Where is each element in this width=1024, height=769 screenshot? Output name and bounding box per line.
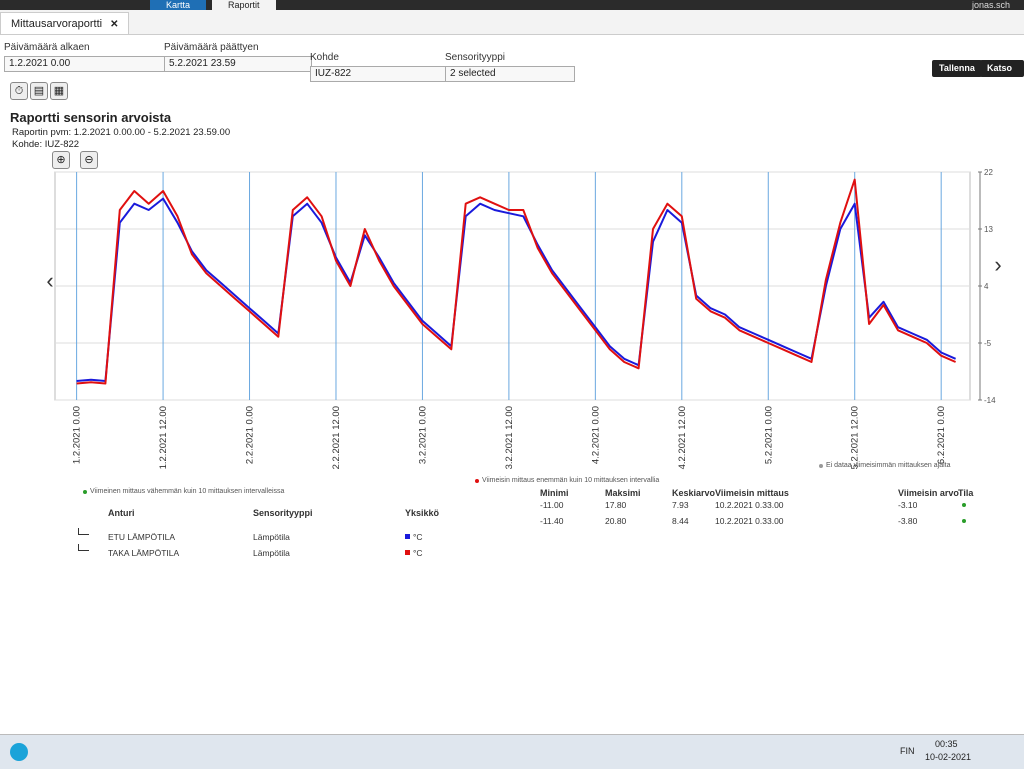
- table-cell: Lämpötila: [253, 548, 290, 558]
- button[interactable]: Tallenna: [932, 60, 982, 77]
- y-tick-label: -14: [984, 396, 996, 405]
- table-cell: ETU LÄMPÖTILA: [108, 532, 176, 542]
- series-line: [76, 197, 957, 382]
- column-header: Tila: [958, 488, 974, 498]
- close-icon[interactable]: ✕: [110, 19, 119, 30]
- page-tab-label: Mittausarvoraportti: [11, 18, 103, 30]
- field-label: Kohde: [310, 52, 339, 63]
- page-tab[interactable]: Mittausarvoraportti ✕: [0, 12, 130, 35]
- x-tick-label: 3.2.2021 0.00: [417, 406, 428, 464]
- table-cell: -11.00: [540, 500, 564, 510]
- user-name[interactable]: jonas.sch: [971, 0, 1010, 10]
- table-cell: °C: [413, 548, 423, 558]
- y-tick-label: -5: [984, 339, 992, 348]
- field-input[interactable]: 1.2.2021 0.00: [4, 56, 166, 72]
- chart-icon: [78, 528, 89, 535]
- report-title: Raportti sensorin arvoista: [10, 110, 172, 125]
- table-cell: Lämpötila: [253, 532, 290, 542]
- clock-time: 00:35: [935, 739, 958, 749]
- button[interactable]: Katso rap: [980, 60, 1024, 90]
- status-dot: [962, 519, 966, 523]
- prev-arrow[interactable]: ‹: [46, 268, 53, 293]
- top-bar: [0, 0, 1024, 10]
- table-cell: -3.80: [898, 516, 918, 526]
- x-tick-label: 3.2.2021 12.00: [504, 406, 515, 469]
- table-cell: -3.10: [898, 500, 918, 510]
- field-input[interactable]: 2 selected: [445, 66, 575, 82]
- note-dot: [475, 479, 479, 483]
- x-tick-label: 2.2.2021 12.00: [331, 406, 342, 469]
- x-tick-label: 1.2.2021 12.00: [158, 406, 169, 469]
- nav-tab[interactable]: Raportit: [212, 0, 276, 10]
- table-cell: 10.2.2021 0.33.00: [715, 516, 784, 526]
- x-tick-label: 2.2.2021 0.00: [245, 406, 256, 464]
- column-header: Maksimi: [605, 488, 641, 498]
- unit-swatch: [405, 550, 410, 555]
- lang: FIN: [900, 746, 915, 756]
- x-tick-label: 4.2.2021 0.00: [590, 406, 601, 464]
- chart-icon: [78, 544, 89, 551]
- y-tick-label: 22: [984, 168, 993, 177]
- table-cell: 17.80: [605, 500, 627, 510]
- table-cell: TAKA LÄMPÖTILA: [108, 548, 180, 558]
- column-header: Viimeisin arvo: [898, 488, 959, 498]
- column-header: Anturi: [108, 508, 135, 518]
- taskbar: FIN 00:35 10-02-2021: [0, 734, 1024, 769]
- x-tick-label: 6.2.2021 0.00: [936, 406, 947, 464]
- zoom-in[interactable]: ⊕: [52, 151, 70, 169]
- table-cell: 20.80: [605, 516, 627, 526]
- field-label: Sensorityyppi: [445, 52, 506, 63]
- status-dot: [962, 503, 966, 507]
- note-dot: [819, 464, 823, 468]
- table-cell: 7.93: [672, 500, 689, 510]
- table-cell: 10.2.2021 0.33.00: [715, 500, 784, 510]
- next-arrow[interactable]: ›: [994, 252, 1001, 277]
- legend-note: Viimeinen mittaus vähemmän kuin 10 mitta…: [90, 488, 285, 495]
- column-header: Sensorityyppi: [253, 508, 313, 518]
- column-header: Minimi: [540, 488, 569, 498]
- edge-icon[interactable]: [10, 743, 28, 761]
- field-input[interactable]: 5.2.2021 23.59: [164, 56, 312, 72]
- x-tick-label: 1.2.2021 0.00: [72, 406, 83, 464]
- zoom-out[interactable]: ⊖: [80, 151, 98, 169]
- unit-swatch: [405, 534, 410, 539]
- field-label: Päivämäärä päättyen: [164, 42, 259, 53]
- pdf-icon[interactable]: ▤: [30, 82, 48, 100]
- table-cell: °C: [413, 532, 423, 542]
- chart: ‹ › -14 -5 4 13 22 1.2.2021 0.00 1.2.2021 12.0…: [46, 168, 1001, 469]
- report-target: Kohde: IUZ-822: [12, 139, 80, 150]
- report-date: Raportin pvm: 1.2.2021 0.00.00 - 5.2.202…: [12, 127, 231, 138]
- timer-icon[interactable]: ⏱: [10, 82, 28, 100]
- table-cell: -11.40: [540, 516, 564, 526]
- x-tick-label: 5.2.2021 12.00: [850, 406, 861, 469]
- legend-note: Viimeisin mittaus enemmän kuin 10 mittau…: [482, 477, 660, 484]
- column-header: Viimeisin mittaus: [715, 488, 789, 498]
- field-label: Päivämäärä alkaen: [4, 42, 90, 53]
- x-tick-label: 4.2.2021 12.00: [677, 406, 688, 469]
- field-input[interactable]: IUZ-822: [310, 66, 448, 82]
- legend-note: Ei dataa viimeisimmän mittauksen ajalta: [826, 462, 951, 469]
- y-tick-label: 13: [984, 225, 993, 234]
- y-tick-label: 4: [984, 282, 989, 291]
- column-header: Keskiarvo: [672, 488, 716, 498]
- excel-icon[interactable]: ▦: [50, 82, 68, 100]
- column-header: Yksikkö: [405, 508, 440, 518]
- series-line: [76, 178, 957, 385]
- x-tick-label: 5.2.2021 0.00: [763, 406, 774, 464]
- clock-date: 10-02-2021: [925, 752, 972, 762]
- note-dot: [83, 490, 87, 494]
- table-cell: 8.44: [672, 516, 689, 526]
- nav-tab[interactable]: Kartta: [150, 0, 207, 10]
